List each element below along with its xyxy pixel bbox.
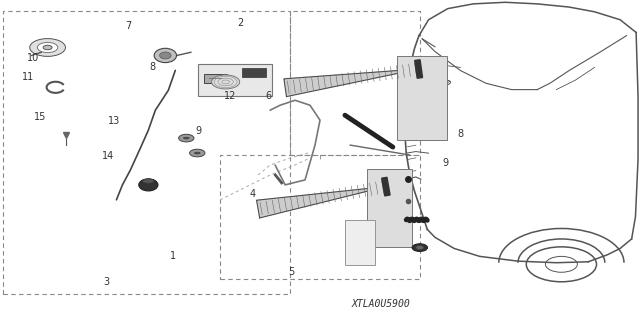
Circle shape	[416, 246, 424, 249]
Ellipse shape	[159, 52, 171, 59]
Bar	[367, 169, 412, 247]
Text: 12: 12	[225, 91, 237, 101]
Ellipse shape	[195, 152, 200, 154]
Text: 4: 4	[250, 189, 256, 199]
Circle shape	[179, 134, 194, 142]
Text: 15: 15	[34, 112, 47, 122]
Polygon shape	[257, 187, 387, 218]
Text: 6: 6	[266, 91, 272, 101]
Bar	[204, 74, 227, 83]
Polygon shape	[415, 60, 422, 78]
Text: XTLA0U5900: XTLA0U5900	[351, 299, 410, 309]
Polygon shape	[381, 177, 390, 196]
Text: 5: 5	[288, 267, 294, 277]
Circle shape	[37, 42, 58, 53]
Bar	[397, 56, 447, 140]
Ellipse shape	[184, 137, 189, 139]
Text: 1: 1	[170, 251, 176, 261]
Circle shape	[189, 149, 205, 157]
Text: 7: 7	[125, 21, 132, 31]
Text: 9: 9	[196, 126, 202, 136]
Text: 13: 13	[108, 116, 120, 126]
Circle shape	[29, 39, 65, 56]
Bar	[198, 64, 272, 96]
Ellipse shape	[154, 48, 177, 63]
Text: 3: 3	[103, 277, 109, 287]
Bar	[241, 68, 266, 77]
Ellipse shape	[143, 179, 154, 183]
Circle shape	[412, 244, 428, 251]
Circle shape	[212, 75, 239, 89]
Text: 14: 14	[102, 151, 114, 161]
Text: 2: 2	[237, 18, 243, 28]
Text: 8: 8	[458, 129, 463, 139]
Ellipse shape	[139, 179, 158, 191]
Text: 10: 10	[26, 53, 39, 63]
Bar	[345, 220, 375, 264]
Text: 11: 11	[22, 72, 35, 82]
Circle shape	[43, 45, 52, 50]
Polygon shape	[284, 69, 420, 97]
Text: 8: 8	[150, 63, 156, 72]
Text: 9: 9	[442, 158, 448, 168]
